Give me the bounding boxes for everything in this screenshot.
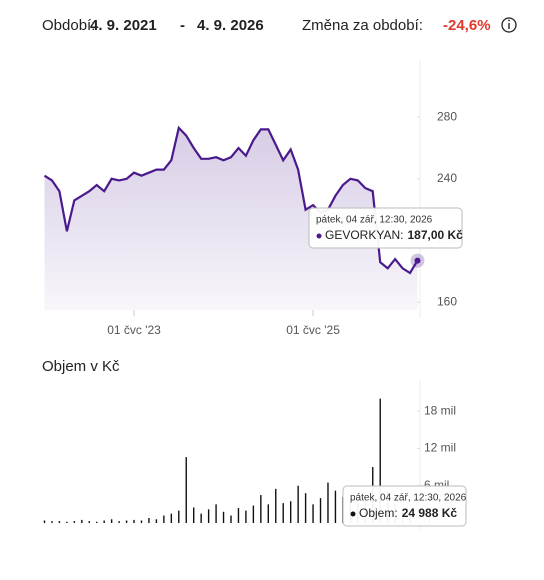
bar [133, 519, 135, 523]
bar [163, 515, 165, 523]
bar [379, 398, 381, 523]
bar [58, 521, 61, 523]
tooltip-date: pátek, 04 zář, 12:30, 2026 [316, 215, 433, 226]
area [44, 127, 418, 311]
bar [155, 519, 158, 523]
bar [118, 521, 120, 523]
bar [230, 515, 232, 523]
bar [297, 485, 299, 523]
bar [193, 507, 195, 523]
bar [304, 493, 307, 523]
x-tick-label: 01 čvc '23 [107, 323, 161, 337]
info-icon[interactable] [501, 17, 517, 33]
tooltip-date: pátek, 04 zář, 12:30, 2026 [350, 493, 467, 504]
bar [327, 482, 329, 523]
y-tick-label: 160 [437, 294, 457, 308]
bar [260, 495, 262, 523]
bar [252, 505, 255, 523]
period-separator: - [180, 17, 185, 34]
bar [81, 519, 83, 523]
bar [245, 510, 247, 523]
bar [319, 498, 322, 523]
y-tick-label: 240 [437, 171, 457, 185]
bar [282, 503, 284, 523]
period-label: Období: [42, 17, 95, 34]
bar [103, 520, 105, 523]
tooltip-label: Objem: [359, 506, 398, 520]
bar [110, 519, 113, 523]
bar [215, 504, 217, 523]
bar [289, 501, 292, 523]
bar [200, 513, 202, 523]
tooltip [308, 207, 463, 249]
bar [222, 511, 225, 523]
bar [185, 457, 187, 523]
line [43, 125, 419, 275]
tooltip-value: 24 988 Kč [402, 506, 458, 520]
bar [275, 488, 277, 523]
y-tick-label: 18 mil [424, 403, 456, 417]
y-tick-label: 280 [437, 109, 457, 123]
bar [66, 521, 68, 523]
bar [43, 520, 46, 523]
bar [51, 521, 53, 523]
bar [88, 521, 90, 523]
bar [148, 518, 150, 523]
bar [140, 520, 143, 523]
bar [125, 520, 128, 523]
period-start: 4. 9. 2021 [90, 17, 157, 34]
bar [96, 521, 98, 523]
y-tick-label: 12 mil [424, 441, 456, 455]
tooltip-bullet [316, 233, 322, 239]
x-tick-label: 01 čvc '25 [286, 323, 340, 337]
tooltip-label: GEVORKYAN: [325, 228, 403, 242]
bar [312, 504, 314, 523]
bar [170, 513, 173, 523]
info-icon-dot [508, 19, 510, 22]
period-end: 4. 9. 2026 [197, 17, 264, 34]
hover-point [414, 257, 421, 264]
bar [334, 490, 337, 523]
change-value: -24,6% [443, 17, 491, 34]
bar [73, 521, 76, 523]
tooltip-value: 187,00 Kč [407, 228, 463, 242]
bar [207, 509, 210, 523]
bar [267, 504, 269, 523]
tooltip-bullet [350, 511, 356, 517]
bar [237, 508, 240, 523]
bar [178, 510, 180, 523]
change-label: Změna za období: [302, 17, 423, 34]
volume-title: Objem v Kč [42, 358, 120, 375]
tooltip [342, 485, 467, 527]
